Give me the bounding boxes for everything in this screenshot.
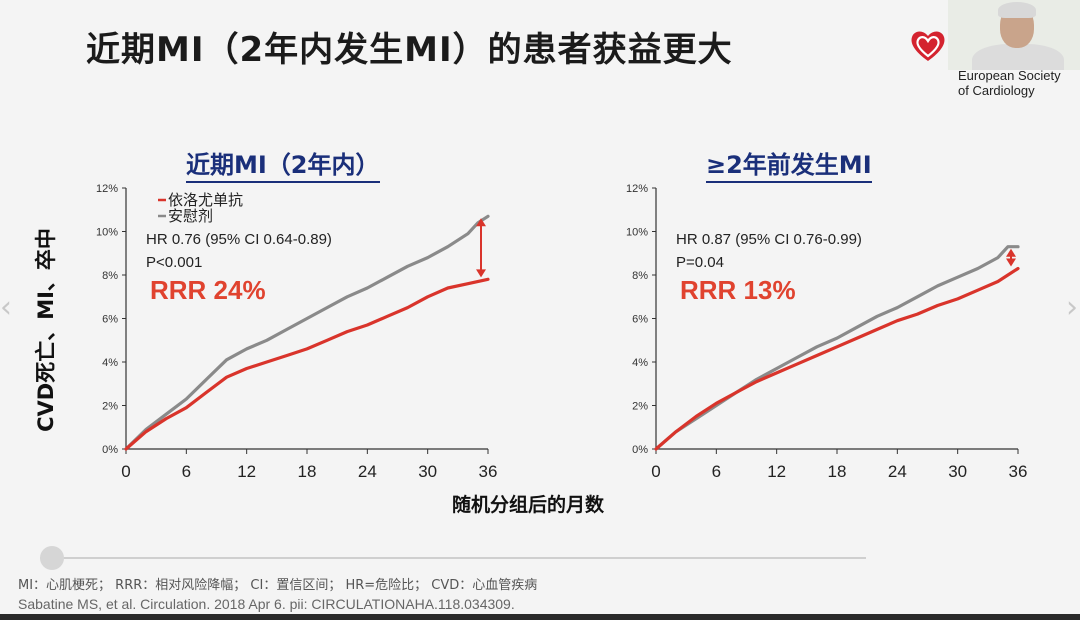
x-tick-label: 36 — [479, 462, 498, 481]
y-tick-label: 4% — [102, 357, 118, 369]
y-tick-label: 0% — [102, 444, 118, 456]
slide-title: 近期MI（2年内发生MI）的患者获益更大 — [86, 30, 733, 70]
x-tick-label: 30 — [948, 462, 967, 481]
x-tick-label: 24 — [888, 462, 907, 481]
x-tick-label: 12 — [237, 462, 256, 481]
x-tick-label: 24 — [358, 462, 377, 481]
right-km-chart: 0% 2% 4% 6% 8% 10% 12% 0 6 12 18 24 30 36 HR 0.87 (95%… — [626, 183, 1028, 481]
legend-placebo-label: 安慰剂 — [168, 207, 213, 225]
y-tick-label: 8% — [632, 270, 648, 282]
y-tick-label: 4% — [632, 357, 648, 369]
speaker-webcam — [948, 0, 1080, 70]
series-line-placebo — [124, 214, 490, 451]
hr-annotation: HR 0.76 (95% CI 0.64-0.89) — [146, 231, 332, 248]
next-slide-icon[interactable]: › — [1066, 290, 1078, 325]
x-axis-label: 随机分组后的月数 — [452, 494, 605, 516]
speaker-shoulders — [972, 44, 1064, 70]
esc-heart-logo-icon — [911, 31, 945, 61]
y-tick-label: 12% — [626, 183, 648, 195]
y-tick-label: 10% — [626, 227, 648, 239]
esc-logo-line1: European Society — [958, 68, 1061, 83]
speaker-hair — [998, 2, 1036, 18]
x-tick-label: 6 — [712, 462, 721, 481]
bottom-edge — [0, 614, 1080, 620]
y-tick-label: 6% — [102, 314, 118, 326]
difference-arrow-up-icon — [476, 218, 486, 227]
citation: Sabatine MS, et al. Circulation. 2018 Ap… — [18, 596, 515, 612]
rrr-annotation: RRR 13% — [680, 275, 796, 305]
x-tick-label: 12 — [767, 462, 786, 481]
p-value-annotation: P<0.001 — [146, 254, 202, 271]
difference-arrow-up-icon — [1006, 248, 1016, 257]
prev-slide-icon[interactable]: ‹ — [0, 290, 12, 325]
series-line-treatment — [124, 277, 490, 451]
difference-arrow-down-icon — [1006, 258, 1016, 267]
x-tick-label: 0 — [651, 462, 660, 481]
series-line-treatment — [654, 266, 1020, 451]
y-tick-label: 0% — [632, 444, 648, 456]
x-tick-label: 0 — [121, 462, 130, 481]
footnote-abbreviations: MI：心肌梗死； RRR：相对风险降幅； CI：置信区间； HR=危险比； CV… — [18, 578, 538, 593]
legend-treatment-label: 依洛尤单抗 — [168, 192, 243, 209]
y-tick-label: 12% — [96, 183, 118, 195]
series-line-placebo — [654, 245, 1020, 451]
x-tick-label: 30 — [418, 462, 437, 481]
x-tick-label: 18 — [828, 462, 847, 481]
y-tick-label: 10% — [96, 227, 118, 239]
p-value-annotation: P=0.04 — [676, 254, 724, 271]
x-tick-label: 36 — [1009, 462, 1028, 481]
y-tick-label: 8% — [102, 270, 118, 282]
x-tick-label: 6 — [182, 462, 191, 481]
left-panel-title: 近期MI（2年内） — [186, 145, 380, 183]
hr-annotation: HR 0.87 (95% CI 0.76-0.99) — [676, 231, 862, 248]
right-panel-title: ≥2年前发生MI — [706, 145, 872, 183]
video-progress-knob[interactable] — [40, 546, 64, 570]
y-tick-label: 2% — [632, 401, 648, 413]
esc-logo-line2: of Cardiology — [958, 83, 1035, 98]
y-tick-label: 6% — [632, 314, 648, 326]
difference-arrow-down-icon — [476, 269, 486, 278]
video-progress-bar[interactable] — [40, 557, 866, 559]
rrr-annotation: RRR 24% — [150, 275, 266, 305]
x-tick-label: 18 — [298, 462, 317, 481]
esc-logo-text: European Society of Cardiology — [958, 68, 1061, 98]
y-axis-label: CVD死亡、MI、卒中 — [34, 228, 58, 432]
y-tick-label: 2% — [102, 401, 118, 413]
